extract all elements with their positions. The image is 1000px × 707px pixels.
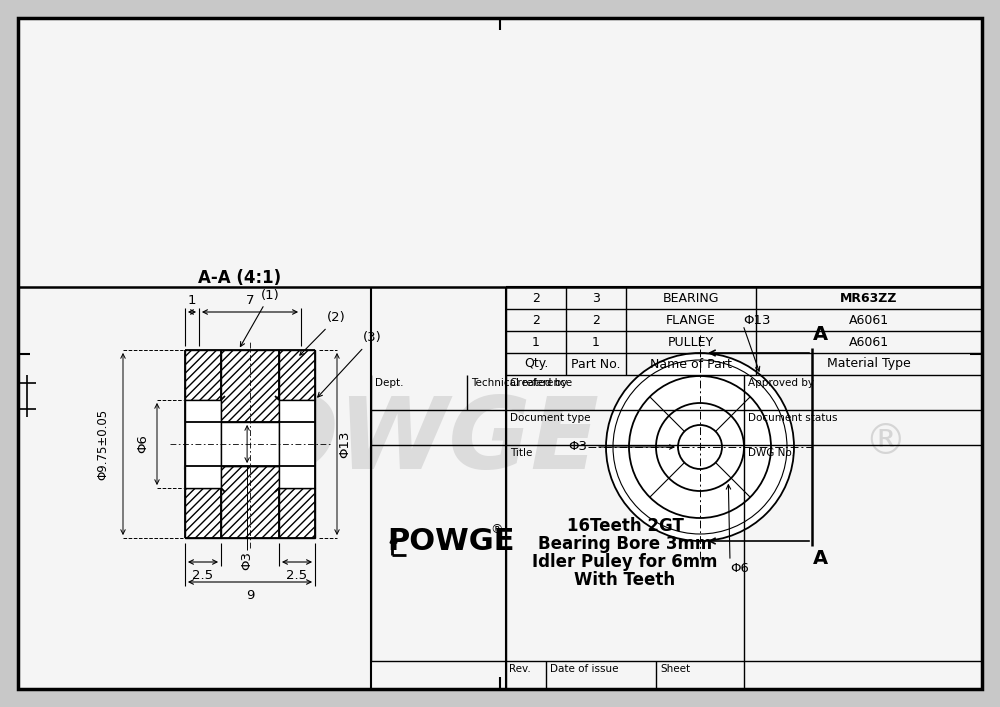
Text: (2): (2) [300, 312, 346, 355]
Text: Part No.: Part No. [571, 358, 621, 370]
Text: Name of Part: Name of Part [650, 358, 732, 370]
Text: 9: 9 [246, 589, 254, 602]
Text: Material Type: Material Type [827, 358, 911, 370]
Circle shape [629, 376, 771, 518]
Text: A-A (4:1): A-A (4:1) [198, 269, 282, 287]
Text: 3: 3 [592, 291, 600, 305]
Text: DWG No.: DWG No. [748, 448, 795, 458]
Text: Idler Puley for 6mm: Idler Puley for 6mm [532, 553, 718, 571]
Text: POWGE: POWGE [181, 394, 599, 491]
Text: Φ13: Φ13 [338, 431, 352, 457]
Text: ®: ® [864, 421, 906, 463]
Text: 2.5: 2.5 [192, 569, 214, 582]
Text: 16Teeth 2GT: 16Teeth 2GT [567, 517, 683, 535]
Text: With Teeth: With Teeth [574, 571, 676, 589]
Text: PULLEY: PULLEY [668, 336, 714, 349]
Text: BEARING: BEARING [663, 291, 719, 305]
Bar [221, 422, 279, 466]
Text: A6061: A6061 [849, 313, 889, 327]
Bar [279, 400, 315, 488]
Text: Φ6: Φ6 [136, 435, 150, 453]
Text: Created by: Created by [510, 378, 567, 388]
Text: Sheet: Sheet [660, 664, 690, 674]
Text: POWGE: POWGE [387, 527, 514, 556]
Circle shape [678, 425, 722, 469]
Text: Date of issue: Date of issue [550, 664, 618, 674]
Text: 1: 1 [592, 336, 600, 349]
Bar [185, 488, 221, 538]
Circle shape [656, 403, 744, 491]
Text: 2.5: 2.5 [286, 569, 308, 582]
Text: Bearing Bore 3mm: Bearing Bore 3mm [538, 535, 712, 553]
Text: Document status: Document status [748, 413, 838, 423]
Text: Φ6: Φ6 [730, 563, 749, 575]
Text: Technical reference: Technical reference [471, 378, 572, 388]
Text: A: A [812, 325, 828, 344]
Circle shape [613, 360, 787, 534]
Bar [279, 488, 315, 538]
Text: Qty.: Qty. [524, 358, 548, 370]
Text: 7: 7 [246, 294, 254, 307]
Text: Rev.: Rev. [509, 664, 531, 674]
Text: ®: ® [490, 523, 503, 536]
Text: (3): (3) [318, 332, 382, 397]
Text: Φ9.75±0.05: Φ9.75±0.05 [96, 409, 110, 479]
Text: FLANGE: FLANGE [666, 313, 716, 327]
Text: (1): (1) [240, 288, 279, 346]
Text: Φ3: Φ3 [568, 440, 588, 453]
Text: A: A [812, 549, 828, 568]
Text: Approved by: Approved by [748, 378, 814, 388]
Text: A6061: A6061 [849, 336, 889, 349]
Text: 2: 2 [592, 313, 600, 327]
Text: 1: 1 [188, 294, 196, 307]
Text: 1: 1 [532, 336, 540, 349]
Text: Φ3: Φ3 [241, 551, 254, 570]
Text: Document type: Document type [510, 413, 590, 423]
Text: Φ13: Φ13 [743, 313, 770, 327]
Text: MR63ZZ: MR63ZZ [840, 291, 898, 305]
Text: Title: Title [510, 448, 532, 458]
Text: 2: 2 [532, 313, 540, 327]
Bar [221, 350, 279, 422]
Circle shape [606, 353, 794, 541]
Bar [185, 400, 221, 488]
Text: Dept.: Dept. [375, 378, 404, 388]
Bar [221, 466, 279, 538]
Text: 2: 2 [532, 291, 540, 305]
Bar [185, 350, 221, 400]
Bar [279, 350, 315, 400]
